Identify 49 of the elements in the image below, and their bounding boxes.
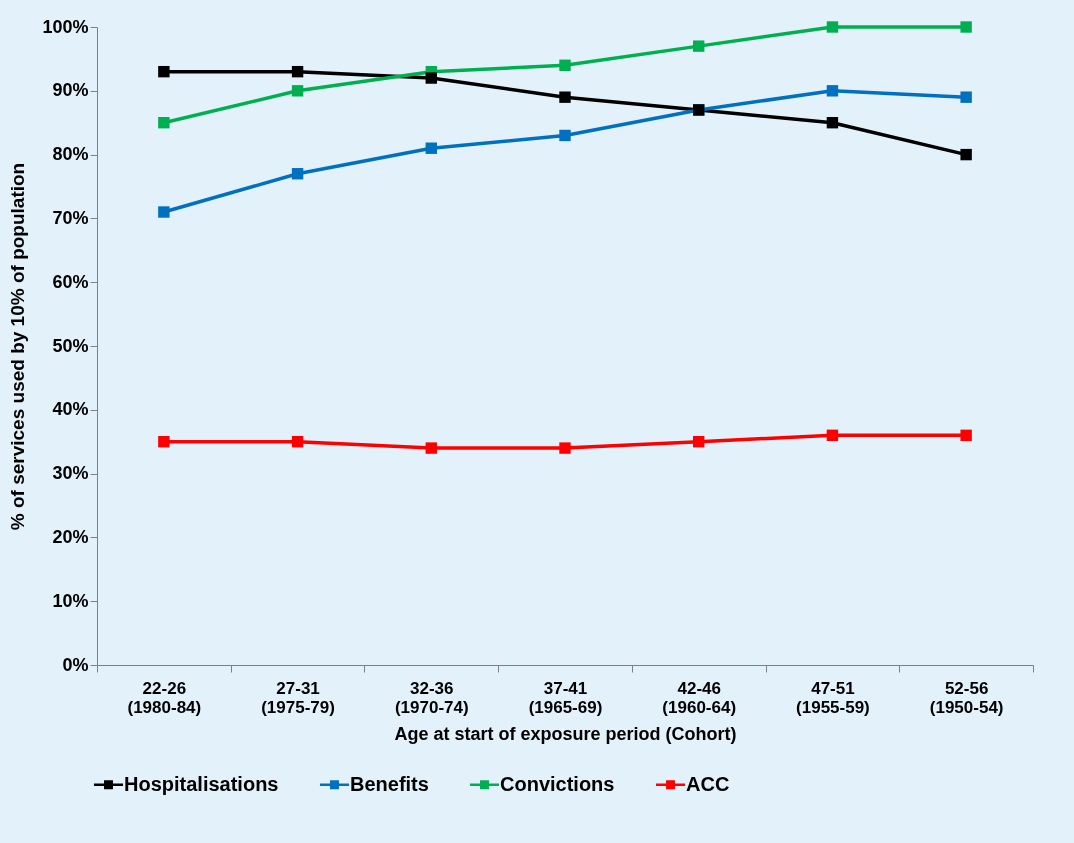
point (693, 40, 705, 52)
y-tick-label: 0% (62, 654, 89, 675)
point (960, 91, 972, 103)
point (960, 148, 972, 161)
point (158, 65, 170, 78)
x-tick-label: 47-51 (1955-59) (796, 678, 870, 717)
y-tick-label: 70% (52, 207, 89, 228)
point (291, 85, 304, 97)
point (960, 21, 972, 33)
point (826, 21, 839, 33)
point (826, 117, 839, 129)
y-tick-label: 100% (42, 16, 89, 37)
point (291, 65, 304, 78)
point (826, 429, 839, 442)
x-tick-label: 42-46 (1960-64) (662, 678, 737, 717)
point (960, 429, 972, 442)
y-tick-label: 40% (52, 399, 89, 420)
legend-label: ACC (686, 772, 730, 795)
point (158, 436, 170, 448)
point (291, 168, 304, 180)
y-tick-label: 80% (52, 144, 89, 165)
x-tick-label: 22-26 (1980-84) (127, 678, 202, 717)
x-tick-label: 27-31 (1975-79) (261, 678, 335, 717)
point (158, 206, 170, 218)
point (425, 72, 437, 84)
point (559, 442, 571, 454)
y-tick-label: 20% (52, 526, 89, 547)
x-axis-title: Age at start of exposure period (Cohort) (394, 723, 737, 744)
y-tick-label: 30% (52, 463, 89, 484)
y-tick-label: 90% (52, 80, 89, 101)
x-tick-label: 52-56 (1950-54) (929, 678, 1004, 717)
point (693, 436, 705, 448)
point (826, 85, 839, 97)
point (559, 129, 571, 142)
point (158, 117, 170, 129)
point (425, 442, 437, 454)
y-tick-label: 10% (52, 590, 89, 611)
y-tick-label: 60% (52, 271, 89, 292)
legend-label: Benefits (350, 772, 429, 795)
y-tick-label: 50% (52, 335, 89, 356)
x-tick-label: 32-36 (1970-74) (394, 678, 469, 717)
point (425, 142, 437, 154)
y-axis-title: % of services used by 10% of population (7, 162, 29, 531)
point (559, 91, 571, 103)
legend-label: Hospitalisations (124, 772, 279, 795)
legend-label: Convictions (500, 772, 615, 795)
point (291, 436, 304, 448)
point (559, 59, 571, 71)
x-tick-label: 37-41 (1965-69) (528, 678, 603, 717)
